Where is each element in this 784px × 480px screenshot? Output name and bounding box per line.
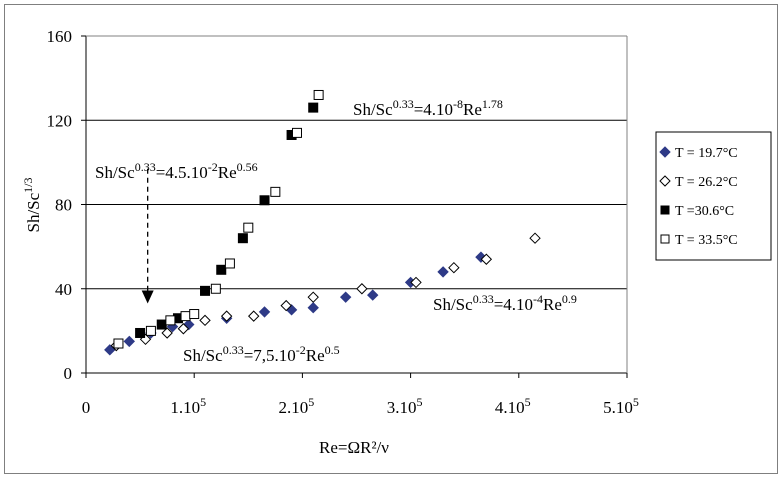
- data-point: [210, 283, 221, 294]
- data-point: [410, 276, 422, 289]
- legend-box: [655, 131, 772, 261]
- data-point: [199, 314, 211, 327]
- x-tick-label: 0: [82, 398, 91, 417]
- x-tick-label: 1.105: [170, 395, 206, 417]
- legend-label-4: T = 33.5°C: [675, 233, 738, 248]
- series-3: [135, 102, 319, 338]
- data-point: [220, 310, 233, 322]
- data-point: [180, 311, 191, 322]
- y-tick-label: 40: [55, 280, 72, 299]
- data-point: [135, 327, 146, 338]
- data-point: [248, 310, 260, 322]
- legend-marker-2: [659, 175, 671, 187]
- series-1: [104, 251, 487, 356]
- data-point: [123, 335, 135, 348]
- data-point: [529, 232, 541, 244]
- legend-label-1: T = 19.7°C: [675, 146, 738, 161]
- data-point: [270, 186, 281, 197]
- y-axis-title: Sh/Sc1/3: [21, 177, 43, 232]
- data-point: [156, 319, 167, 330]
- data-point: [367, 289, 379, 301]
- annotation-eq-1: Sh/Sc0.33=4.10-8Re1.78: [353, 97, 503, 119]
- data-point: [216, 264, 227, 275]
- data-point: [448, 261, 460, 274]
- x-tick-label: 5.105: [603, 395, 639, 417]
- series-2: [110, 232, 541, 352]
- legend-marker-4: [660, 234, 670, 244]
- data-point: [308, 102, 319, 113]
- y-tick-label: 80: [55, 196, 72, 215]
- y-tick-label: 0: [64, 364, 73, 383]
- data-points: [104, 89, 541, 356]
- legend-label-2: T = 26.2°C: [675, 175, 738, 190]
- y-tick-label: 120: [47, 111, 73, 130]
- x-tick-label: 3.105: [387, 395, 423, 417]
- data-point: [113, 338, 124, 349]
- data-point: [480, 253, 493, 265]
- data-point: [165, 315, 176, 326]
- legend-label-3: T =30.6°C: [675, 204, 734, 219]
- y-tick-label: 160: [47, 27, 73, 46]
- legend: T = 19.7°C T = 26.2°C T =30.6°C T = 33.5°C: [655, 131, 772, 261]
- data-point: [291, 127, 302, 138]
- data-point: [145, 325, 156, 336]
- data-point: [177, 323, 190, 335]
- data-point: [243, 222, 254, 233]
- chart-frame: 0 40 80 120 160 0 1.105 2.105 3.105 4.105 5.105 Re…: [4, 4, 778, 474]
- chart: 0 40 80 120 160 0 1.105 2.105 3.105 4.105 5.105 Re…: [21, 27, 772, 457]
- data-point: [356, 283, 368, 295]
- data-point: [200, 285, 211, 296]
- x-tick-label: 2.105: [279, 395, 315, 417]
- data-point: [161, 327, 173, 339]
- data-point: [259, 195, 270, 206]
- data-point: [189, 309, 200, 320]
- x-axis-title: Re=ΩR²/ν: [319, 438, 389, 457]
- data-point: [313, 89, 324, 100]
- arrow-head: [141, 290, 154, 304]
- data-point: [224, 258, 235, 269]
- arrow: [141, 168, 154, 304]
- legend-marker-1: [659, 146, 671, 158]
- legend-marker-3: [660, 205, 670, 215]
- series-4: [113, 89, 324, 349]
- data-point: [307, 291, 319, 303]
- data-point: [258, 306, 271, 318]
- x-tick-label: 4.105: [495, 395, 531, 417]
- ticks: 0 40 80 120 160 0 1.105 2.105 3.105 4.105 5.105: [47, 27, 639, 417]
- data-point: [280, 299, 292, 312]
- data-point: [437, 266, 449, 278]
- annotation-eq-3: Sh/Sc0.33=4.10-4Re0.9: [433, 292, 577, 314]
- data-point: [307, 301, 319, 314]
- annotation-eq-2: Sh/Sc0.33=4.5.10-2Re0.56: [95, 160, 258, 182]
- data-point: [237, 233, 248, 244]
- annotation-eq-4: Sh/Sc0.33=7,5.10-2Re0.5: [183, 343, 340, 365]
- data-point: [339, 291, 352, 303]
